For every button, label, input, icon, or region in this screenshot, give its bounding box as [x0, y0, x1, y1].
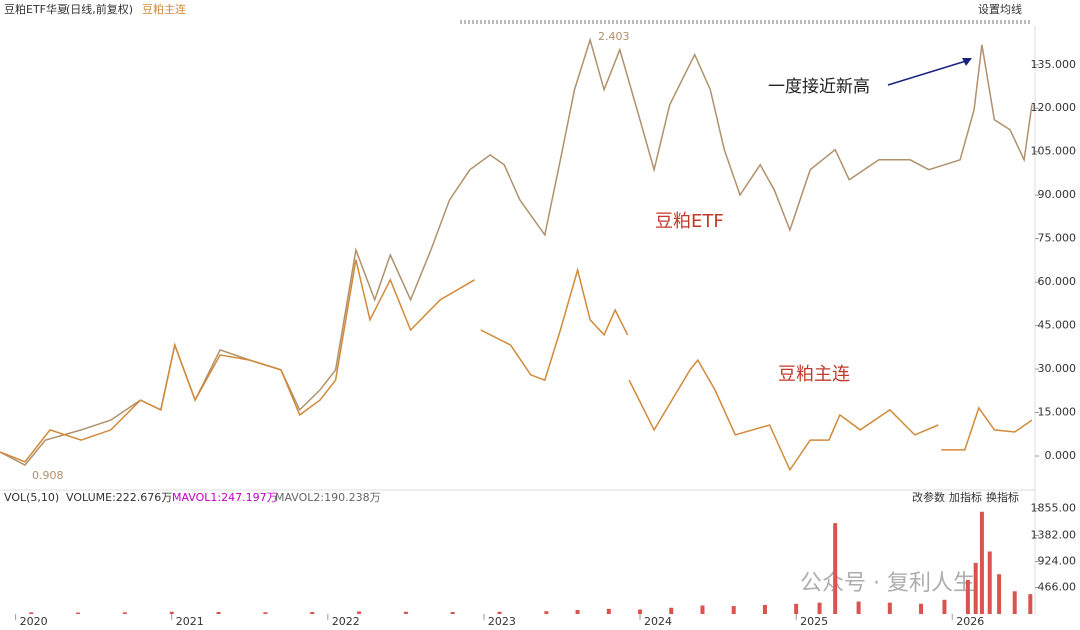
volume-bar — [794, 603, 799, 614]
series-label: 豆粕主连 — [778, 364, 850, 385]
volume-bar — [76, 612, 81, 614]
y-tick-label: 466.00 — [1038, 581, 1077, 594]
price-line — [0, 259, 475, 463]
annotation-arrow — [887, 60, 967, 86]
price-line — [480, 267, 629, 382]
watermark: 公众号 · 复利人生 — [800, 571, 975, 596]
volume-bar — [122, 612, 127, 614]
volume-bar — [817, 602, 822, 614]
volume-value: VOLUME:222.676万 — [66, 491, 172, 504]
indicator-name: VOL(5,10) — [4, 491, 59, 504]
volume-bar — [403, 611, 408, 614]
symbol-title: 豆粕ETF华夏 — [4, 2, 68, 16]
compare-symbol[interactable]: 豆粕主连 — [142, 2, 186, 16]
volume-bar — [216, 612, 221, 614]
x-tick-label: 2021 — [176, 615, 204, 628]
volume-bar — [497, 611, 502, 614]
x-tick-label: 2026 — [956, 615, 984, 628]
y-tick-label: 45.000 — [1038, 319, 1077, 332]
y-tick-label: 15.000 — [1038, 406, 1077, 419]
x-tick-label: 2025 — [800, 615, 828, 628]
y-tick-label: 60.000 — [1038, 275, 1077, 288]
mavol1: MAVOL1:247.197万 — [172, 491, 278, 504]
volume-bar — [638, 609, 643, 614]
volume-bar — [887, 602, 892, 614]
y-tick-label: 0.000 — [1045, 449, 1077, 462]
button[interactable]: 改参数 — [912, 490, 945, 504]
x-tick-label: 2020 — [20, 615, 48, 628]
price-line — [941, 406, 1033, 451]
volume-bar — [310, 612, 315, 614]
volume-bar — [762, 604, 767, 614]
volume-bar — [606, 608, 611, 614]
y-tick-label: 924.00 — [1038, 555, 1077, 568]
y-tick-label: 135.000 — [1031, 58, 1077, 71]
volume-bar — [942, 599, 947, 614]
volume-bar — [263, 612, 268, 614]
volume-bar — [979, 511, 984, 614]
y-tick-label: 1382.00 — [1031, 529, 1077, 542]
y-tick-label: 75.000 — [1038, 232, 1077, 245]
volume-bar — [965, 579, 970, 614]
volume-bar — [973, 562, 978, 614]
annotation: 一度接近新高 — [768, 77, 870, 97]
high-price: 2.403 — [598, 30, 630, 43]
volume-bar — [700, 605, 705, 614]
x-tick-label: 2024 — [644, 615, 672, 628]
price-line — [628, 358, 939, 472]
series-label: 豆粕ETF — [655, 211, 724, 232]
volume-bar — [731, 606, 736, 614]
y-tick-label: 105.000 — [1031, 145, 1077, 158]
low-price: 0.908 — [32, 469, 64, 482]
volume-bar — [669, 607, 674, 614]
y-tick-label: 120.000 — [1031, 101, 1077, 114]
mavol2: MAVOL2:190.238万 — [275, 491, 381, 504]
volume-bar — [833, 523, 838, 614]
volume-bar — [1012, 591, 1017, 614]
x-tick-label: 2023 — [488, 615, 516, 628]
button[interactable]: 换指标 — [986, 490, 1019, 504]
volume-bar — [450, 612, 455, 614]
arrow-head — [962, 58, 972, 66]
settings-button[interactable]: 设置均线 — [978, 2, 1022, 16]
volume-bar — [544, 611, 549, 614]
x-tick-label: 2022 — [332, 615, 360, 628]
y-tick-label: 1855.00 — [1031, 502, 1077, 515]
volume-bar — [575, 610, 580, 614]
period: (日线,前复权) — [66, 2, 133, 16]
button[interactable]: 加指标 — [949, 490, 982, 504]
volume-bar — [1028, 594, 1033, 614]
volume-bar — [29, 612, 34, 614]
volume-bar — [987, 551, 992, 614]
volume-bar — [919, 603, 924, 614]
volume-bar — [357, 611, 362, 614]
y-tick-label: 90.000 — [1038, 188, 1077, 201]
volume-bar — [169, 611, 174, 614]
price-line — [0, 37, 1033, 466]
volume-bar — [997, 574, 1002, 614]
volume-bar — [856, 601, 861, 614]
y-tick-label: 30.000 — [1038, 362, 1077, 375]
